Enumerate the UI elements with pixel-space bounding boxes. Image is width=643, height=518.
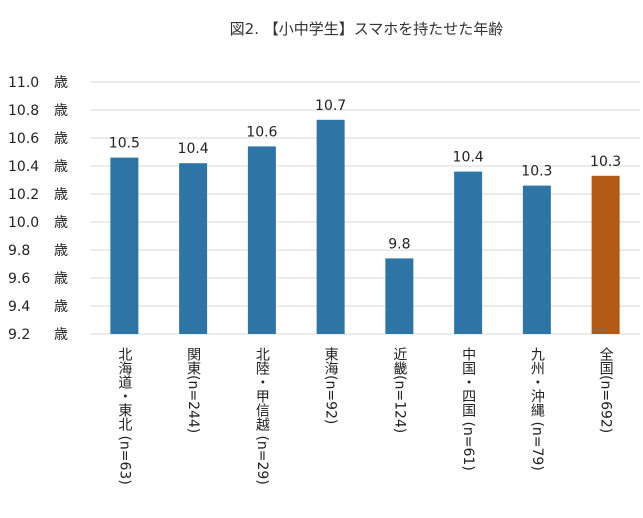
y-tick-label: 10.2 歳 bbox=[8, 187, 68, 203]
x-tick-label: 北陸・甲信越 (n=29) bbox=[253, 347, 270, 485]
bar bbox=[454, 171, 483, 334]
y-tick-label: 11.0 歳 bbox=[8, 75, 68, 91]
data-label: 9.8 bbox=[388, 236, 410, 252]
y-tick-label: 9.4 歳 bbox=[8, 299, 68, 315]
x-tick-label: 九州・沖縄 (n=79) bbox=[528, 347, 545, 471]
y-tick-label: 10.0 歳 bbox=[8, 215, 68, 231]
y-tick-label: 10.8 歳 bbox=[8, 103, 68, 119]
bar bbox=[247, 146, 276, 334]
data-label: 10.3 bbox=[590, 154, 621, 170]
data-label: 10.4 bbox=[453, 150, 484, 166]
y-tick-label: 10.4 歳 bbox=[8, 159, 68, 175]
y-tick-label: 9.6 歳 bbox=[8, 271, 68, 287]
data-label: 10.4 bbox=[178, 141, 209, 157]
chart-title: 図2. 【小中学生】スマホを持たせた年齢 bbox=[229, 20, 504, 38]
bar bbox=[316, 119, 345, 334]
x-tick-label: 全国(n=692) bbox=[597, 347, 614, 434]
x-tick-label: 関東(n=244) bbox=[185, 347, 202, 434]
bar bbox=[385, 258, 414, 334]
bar bbox=[179, 163, 208, 334]
x-tick-label: 近畿(n=124) bbox=[391, 347, 408, 434]
x-tick-label: 北海道・東北 (n=63) bbox=[116, 347, 133, 485]
data-label: 10.3 bbox=[521, 164, 552, 180]
x-tick-label: 中国・四国 (n=61) bbox=[460, 347, 477, 471]
bar bbox=[110, 157, 139, 334]
bar bbox=[591, 175, 620, 334]
y-tick-label: 9.8 歳 bbox=[8, 243, 68, 259]
data-label: 10.7 bbox=[315, 98, 346, 114]
y-tick-label: 9.2 歳 bbox=[8, 327, 68, 343]
data-label: 10.6 bbox=[246, 124, 277, 140]
x-tick-label: 東海(n=92) bbox=[322, 347, 339, 425]
bar bbox=[522, 185, 551, 334]
y-tick-label: 10.6 歳 bbox=[8, 131, 68, 147]
data-label: 10.5 bbox=[109, 136, 140, 152]
